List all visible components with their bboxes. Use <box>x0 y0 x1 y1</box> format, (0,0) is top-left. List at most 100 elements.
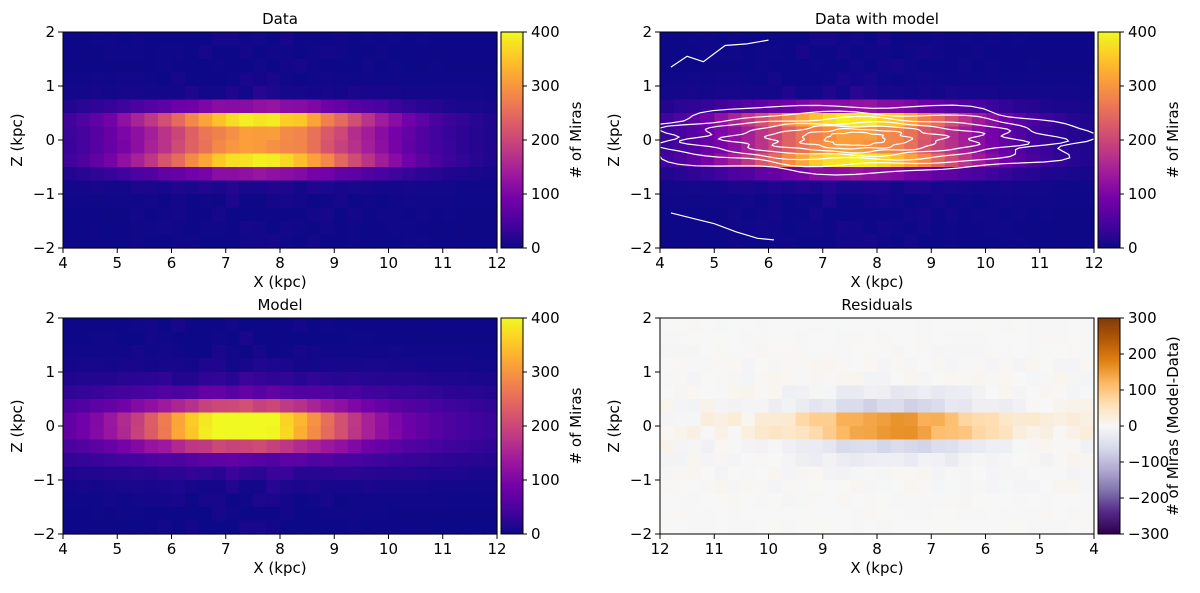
heatmap-cell <box>660 345 675 360</box>
heatmap-cell <box>320 358 335 373</box>
heatmap-cell <box>388 399 403 414</box>
heatmap-cell <box>225 86 240 101</box>
heatmap-cell <box>1053 59 1068 74</box>
colorbar-tick-label: 0 <box>1128 417 1138 435</box>
heatmap-cell <box>76 426 91 441</box>
heatmap-cell <box>198 72 213 87</box>
heatmap-cell <box>117 453 132 468</box>
heatmap-cell <box>687 493 702 508</box>
heatmap-cell <box>157 167 173 182</box>
heatmap-cell <box>469 399 485 414</box>
heatmap-cell <box>754 113 770 128</box>
heatmap-cell <box>809 140 824 155</box>
heatmap-cell <box>1053 331 1068 346</box>
heatmap-cell <box>347 493 362 508</box>
heatmap-cell <box>198 493 213 508</box>
heatmap-cell <box>1080 439 1095 454</box>
heatmap-cell <box>795 99 810 114</box>
heatmap-cell <box>76 113 91 128</box>
heatmap-cell <box>958 385 973 400</box>
heatmap-cell <box>836 493 851 508</box>
heatmap-cell <box>171 167 186 182</box>
heatmap-cell <box>999 412 1014 427</box>
heatmap-cell <box>456 99 471 114</box>
heatmap-cell <box>63 140 78 155</box>
heatmap-cell <box>741 194 756 209</box>
heatmap-cell <box>822 318 837 333</box>
heatmap-cell <box>1080 399 1095 414</box>
heatmap-cell <box>225 493 240 508</box>
x-axis: 12 11 10 9 8 7 6 5 4 <box>650 534 1099 558</box>
heatmap-cell <box>361 194 376 209</box>
heatmap-cell <box>76 72 91 87</box>
heatmap-cell <box>402 399 417 414</box>
heatmap-cell <box>809 358 824 373</box>
heatmap-cell <box>985 372 1000 387</box>
heatmap-cell <box>1066 507 1082 522</box>
heatmap-cell <box>374 439 390 454</box>
heatmap-cell <box>1066 520 1082 535</box>
heatmap-cell <box>429 520 444 535</box>
heatmap-cell <box>985 399 1000 414</box>
heatmap-cell <box>361 45 376 60</box>
colorbar-tick-label: 300 <box>531 363 560 381</box>
heatmap-cell <box>944 32 959 47</box>
heatmap-cell <box>103 221 118 236</box>
heatmap-cell <box>795 113 810 128</box>
heatmap-cell <box>1080 466 1095 481</box>
heatmap-cell <box>469 32 485 47</box>
heatmap-cell <box>877 99 892 114</box>
heatmap-cell <box>361 426 376 441</box>
heatmap-cell <box>361 99 376 114</box>
heatmap-cell <box>727 167 742 182</box>
heatmap-cell <box>822 99 837 114</box>
heatmap-cell <box>1066 372 1082 387</box>
heatmap-cell <box>415 385 430 400</box>
heatmap-cell <box>130 439 145 454</box>
heatmap-cell <box>63 345 78 360</box>
heatmap-cell <box>944 520 959 535</box>
heatmap-cell <box>877 113 892 128</box>
heatmap-cell <box>754 194 770 209</box>
heatmap-cell <box>266 59 281 74</box>
colorbar-gradient <box>500 317 524 535</box>
heatmap-cell <box>958 99 973 114</box>
heatmap-cell <box>795 372 810 387</box>
heatmap-cell <box>442 221 457 236</box>
heatmap-cell <box>361 318 376 333</box>
heatmap-cell <box>415 167 430 182</box>
heatmap-cell <box>999 318 1014 333</box>
heatmap-cell <box>171 72 186 87</box>
heatmap-cell <box>1066 385 1082 400</box>
heatmap-cell <box>469 194 485 209</box>
heatmap-cell <box>1066 480 1082 495</box>
heatmap-cell <box>198 331 213 346</box>
heatmap-cell <box>809 412 824 427</box>
heatmap-cell <box>212 234 227 249</box>
heatmap-cell <box>687 180 702 195</box>
heatmap-cell <box>361 32 376 47</box>
heatmap-cell <box>863 221 878 236</box>
heatmap-cell <box>334 466 349 481</box>
heatmap-cell <box>890 234 905 249</box>
heatmap-cell <box>361 153 376 168</box>
heatmap-cell <box>944 140 959 155</box>
heatmap-cell <box>239 207 254 222</box>
heatmap-cell <box>307 167 322 182</box>
heatmap-cell <box>388 507 403 522</box>
heatmap-cell <box>985 221 1000 236</box>
heatmap-cell <box>890 140 905 155</box>
heatmap-cell <box>388 372 403 387</box>
heatmap-cell <box>958 493 973 508</box>
heatmap-cell <box>822 385 837 400</box>
heatmap-cell <box>239 194 254 209</box>
heatmap-cell <box>985 466 1000 481</box>
heatmap-cell <box>76 126 91 141</box>
heatmap-cell <box>483 358 498 373</box>
heatmap-cell <box>171 153 186 168</box>
heatmap-cell <box>90 32 105 47</box>
heatmap-cell <box>768 385 783 400</box>
heatmap-cell <box>700 113 715 128</box>
heatmap-cell <box>822 507 837 522</box>
heatmap-cell <box>673 167 688 182</box>
